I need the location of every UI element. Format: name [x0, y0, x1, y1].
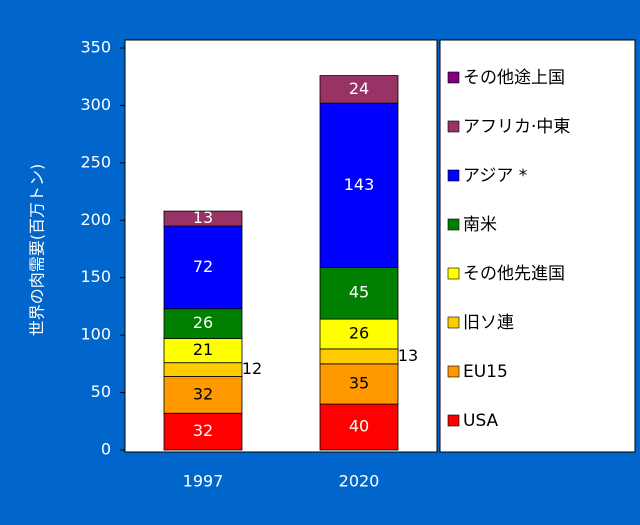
bar-segment — [319, 318, 399, 350]
legend-swatch — [447, 316, 460, 329]
legend-label: アフリカ·中東 — [463, 117, 570, 137]
data-label: 12 — [242, 359, 262, 378]
y-tick-label: 100 — [80, 325, 111, 344]
data-label: 13 — [193, 208, 213, 227]
legend-swatch — [447, 365, 460, 378]
data-label: 24 — [349, 79, 369, 98]
bar-segment — [163, 210, 243, 227]
data-label: 32 — [193, 421, 213, 440]
data-label: 45 — [349, 283, 369, 302]
y-tick-label: 250 — [80, 152, 111, 171]
legend-swatch — [447, 267, 460, 280]
bar-segment — [319, 266, 399, 320]
bar-segment — [163, 362, 243, 377]
data-label: 72 — [193, 257, 213, 276]
legend-label: その他途上国 — [463, 68, 565, 88]
data-label: 32 — [193, 384, 213, 403]
legend-label: 旧ソ連 — [463, 313, 514, 333]
x-tick-label: 2020 — [339, 472, 380, 491]
bar-segment — [319, 348, 399, 365]
data-label: 26 — [193, 313, 213, 332]
legend-label: アジア * — [463, 166, 527, 186]
y-tick-label: 300 — [80, 95, 111, 114]
bar-segment — [163, 412, 243, 451]
x-tick-label: 1997 — [183, 472, 224, 491]
bar-segment — [163, 338, 243, 364]
legend-label: その他先進国 — [463, 264, 565, 284]
y-tick-label: 50 — [91, 382, 111, 401]
y-tick-label: 200 — [80, 210, 111, 229]
y-tick-label: 0 — [101, 440, 111, 459]
legend-swatch — [447, 120, 460, 133]
y-axis-label: 世界の肉需要(百万トン) — [28, 164, 47, 337]
legend-box — [439, 39, 636, 453]
data-label: 13 — [398, 346, 418, 365]
bar-segment — [319, 75, 399, 104]
legend-swatch — [447, 71, 460, 84]
legend-label: USA — [463, 411, 499, 431]
legend-swatch — [447, 414, 460, 427]
legend-label: 南米 — [463, 215, 497, 235]
legend-swatch — [447, 169, 460, 182]
data-label: 143 — [344, 175, 375, 194]
bar-segment — [163, 308, 243, 339]
bar-segment — [319, 363, 399, 405]
legend-label: EU15 — [463, 362, 508, 382]
data-label: 35 — [349, 373, 369, 392]
bar-segment — [319, 403, 399, 451]
legend-swatch — [447, 218, 460, 231]
bar-segment — [319, 102, 399, 268]
bar-segment — [163, 376, 243, 414]
y-tick-label: 150 — [80, 267, 111, 286]
data-label: 26 — [349, 323, 369, 342]
data-label: 40 — [349, 417, 369, 436]
data-label: 21 — [193, 340, 213, 359]
y-tick-label: 350 — [80, 38, 111, 57]
